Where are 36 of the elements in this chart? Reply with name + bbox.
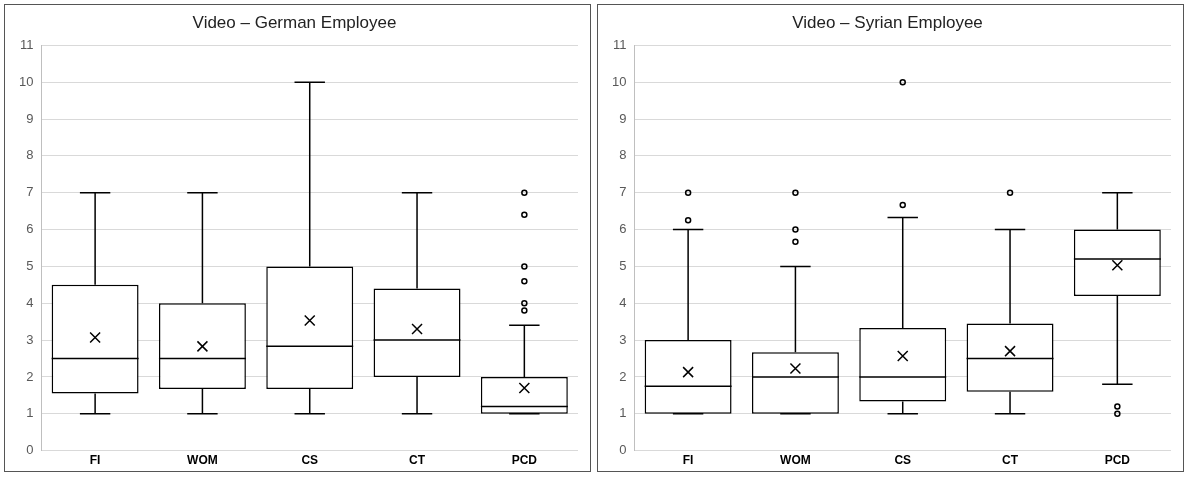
x-tick-label: CT <box>1002 453 1019 468</box>
y-tick-label: 5 <box>619 258 627 273</box>
y-tick-label: 3 <box>619 331 627 347</box>
y-tick-label: 10 <box>611 73 627 89</box>
x-tick-label: WOM <box>187 453 218 468</box>
y-tick-label: 7 <box>26 184 34 200</box>
y-tick-label: 1 <box>26 405 34 421</box>
y-tick-label: 2 <box>26 368 34 384</box>
y-tick-label: 10 <box>18 73 34 89</box>
x-tick-label: FI <box>89 453 101 468</box>
y-tick-label: 0 <box>26 442 34 458</box>
y-tick-label: 4 <box>26 294 34 310</box>
chart-title: Video – German Employee <box>192 12 397 32</box>
y-tick-label: 11 <box>19 36 34 52</box>
y-tick-label: 8 <box>619 147 627 163</box>
chart-title: Video – Syrian Employee <box>792 12 983 32</box>
y-tick-label: 5 <box>26 258 34 273</box>
x-tick-label: FI <box>682 453 694 468</box>
y-tick-label: 3 <box>26 331 34 347</box>
y-tick-label: 8 <box>26 147 34 163</box>
x-tick-label: CT <box>409 453 426 468</box>
x-tick-label: WOM <box>780 453 811 468</box>
x-tick-label: PCD <box>511 453 538 468</box>
y-tick-label: 2 <box>619 368 627 384</box>
y-tick-label: 0 <box>619 442 627 458</box>
x-tick-label: CS <box>301 453 319 468</box>
y-tick-label: 4 <box>619 294 627 310</box>
y-tick-label: 11 <box>612 36 627 52</box>
y-tick-label: 9 <box>26 110 34 126</box>
y-tick-label: 6 <box>26 221 34 237</box>
y-tick-label: 7 <box>619 184 627 200</box>
y-tick-label: 6 <box>619 221 627 237</box>
x-tick-label: PCD <box>1104 453 1131 468</box>
x-tick-label: CS <box>894 453 912 468</box>
y-tick-label: 1 <box>619 405 627 421</box>
y-tick-label: 9 <box>619 110 627 126</box>
